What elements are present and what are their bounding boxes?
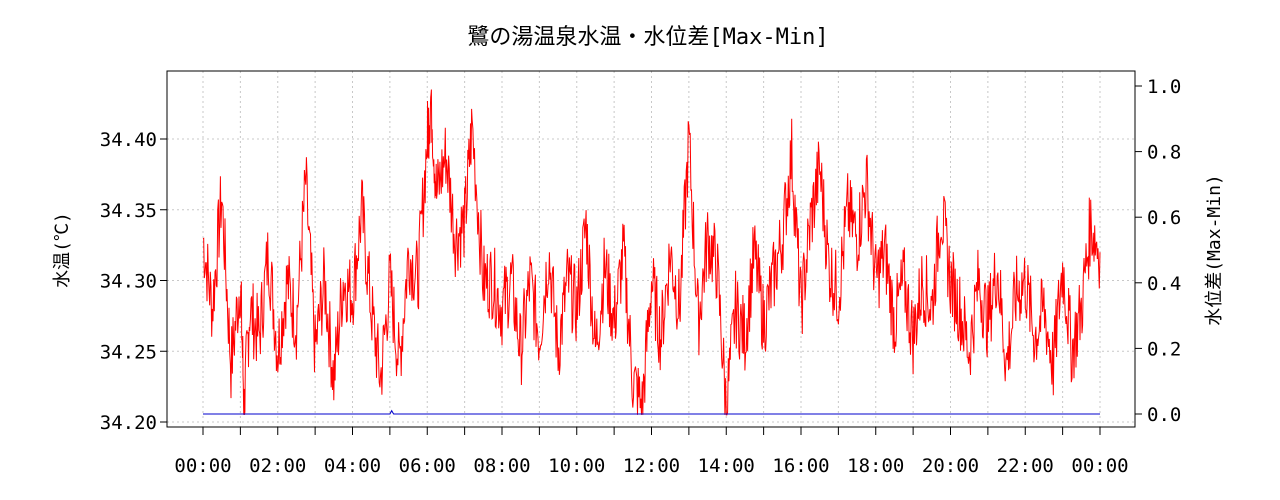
y-tick-label-right: 1.0 — [1147, 76, 1181, 98]
x-tick-label: 02:00 — [249, 455, 306, 477]
water-level-diff-line — [203, 409, 1100, 415]
y-tick-label-right: 0.2 — [1147, 338, 1181, 360]
x-tick-label: 04:00 — [324, 455, 381, 477]
y-tick-label-right: 0.8 — [1147, 142, 1181, 164]
plot-frame — [166, 70, 1136, 428]
y-tick-label-left: 34.30 — [100, 271, 157, 293]
y-axis-label-right: 水位差(Max-Min) — [1204, 174, 1225, 326]
x-tick-label: 16:00 — [772, 455, 829, 477]
y-tick-label-left: 34.40 — [100, 129, 157, 151]
y-axis-label-left: 水温(℃) — [52, 212, 73, 288]
x-tick-label: 14:00 — [698, 455, 755, 477]
x-tick-label: 10:00 — [548, 455, 605, 477]
water-temperature-line — [202, 89, 1101, 416]
axes: 00:00 02:00 04:00 06:00 08:00 10:00 12:00 14:00… — [100, 76, 1182, 477]
y-tick-label-right: 0.0 — [1147, 404, 1181, 426]
x-tick-label: 08:00 — [473, 455, 530, 477]
y-tick-label-left: 34.25 — [100, 341, 157, 363]
series-layer — [202, 89, 1101, 416]
y-tick-label-right: 0.4 — [1147, 273, 1181, 295]
x-tick-label: 06:00 — [399, 455, 456, 477]
y-tick-label-left: 34.35 — [100, 200, 157, 222]
chart-title: 鷺の湯温泉水温・水位差[Max-Min] — [467, 25, 828, 50]
grid — [167, 71, 1135, 427]
y-tick-label-right: 0.6 — [1147, 207, 1181, 229]
x-tick-label: 20:00 — [922, 455, 979, 477]
x-tick-label: 00:00 — [1071, 455, 1128, 477]
y-tick-label-left: 34.20 — [100, 412, 157, 434]
x-tick-label: 12:00 — [623, 455, 680, 477]
x-tick-label: 00:00 — [174, 455, 231, 477]
x-tick-label: 22:00 — [997, 455, 1054, 477]
x-tick-label: 18:00 — [847, 455, 904, 477]
